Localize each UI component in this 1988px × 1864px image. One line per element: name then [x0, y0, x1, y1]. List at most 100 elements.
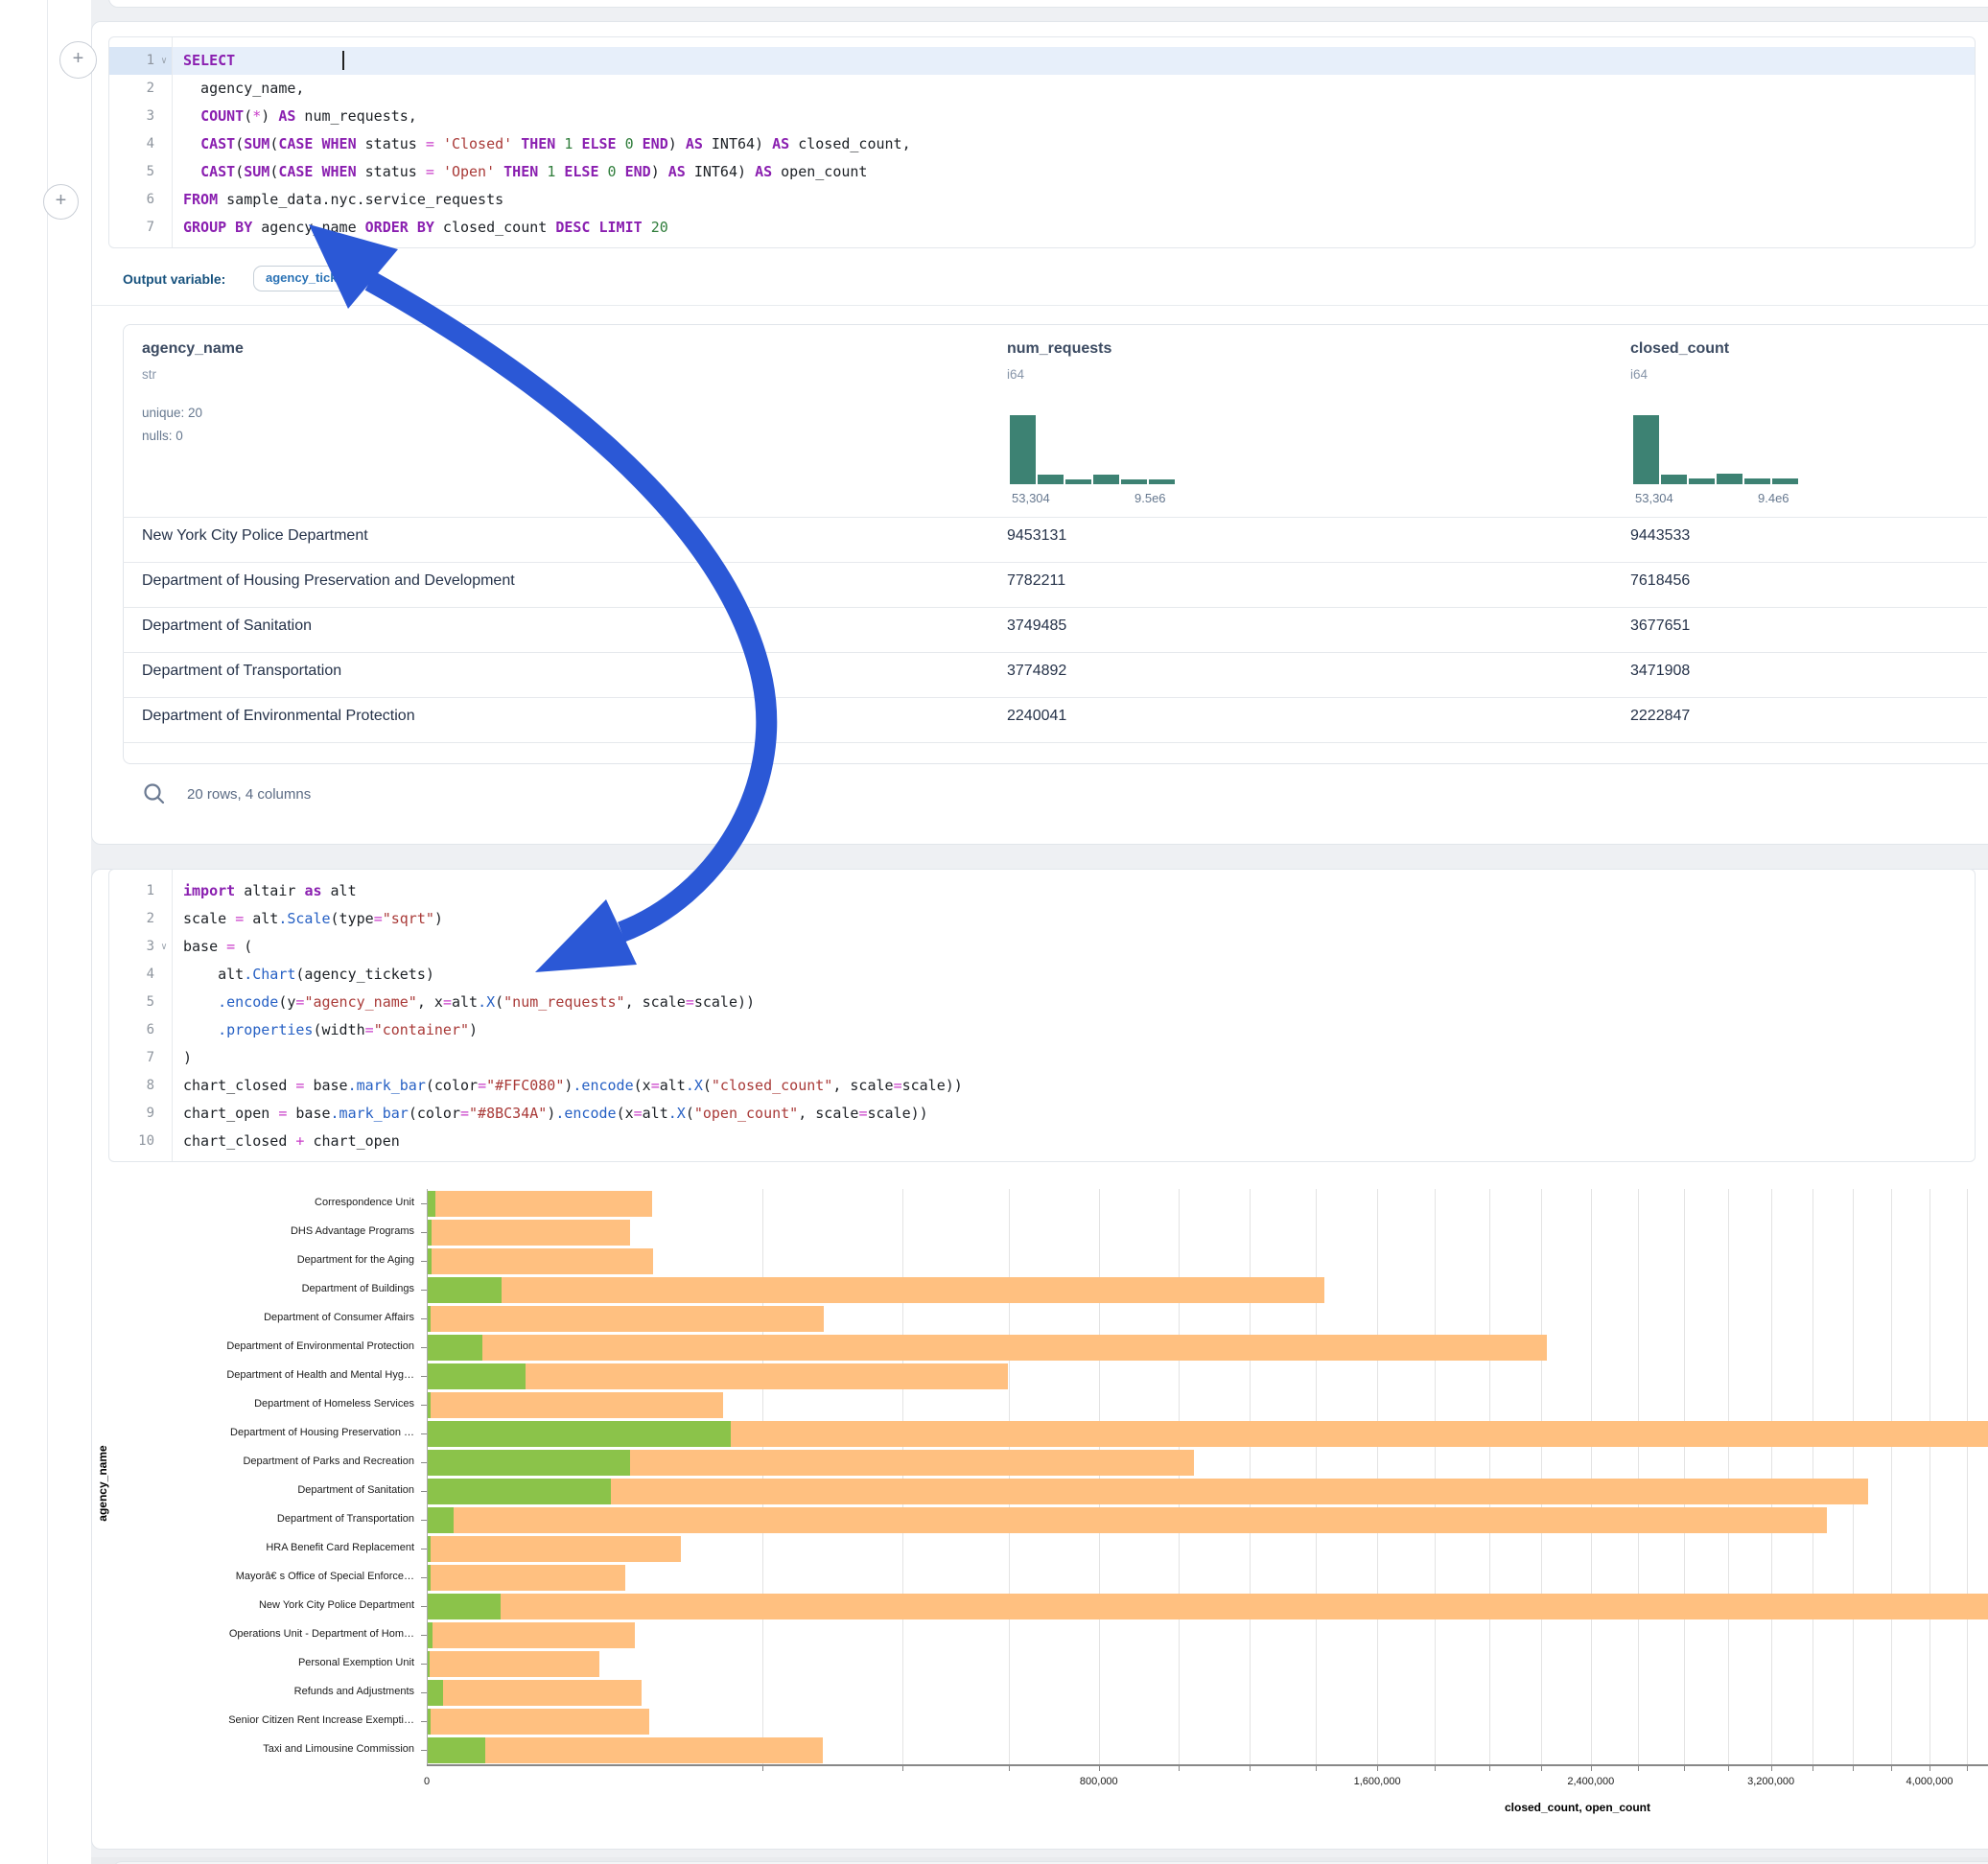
x-axis-label: 2,400,000: [1567, 1776, 1615, 1787]
bar-closed_count: [427, 1506, 1827, 1533]
y-tick: [421, 1520, 427, 1521]
line-number: 8: [146, 1078, 154, 1093]
x-tick: [1008, 1766, 1010, 1771]
code-line: 7 GROUP BY agency_name ORDER BY closed_co…: [109, 214, 1975, 242]
add-cell-button-top[interactable]: +: [59, 41, 97, 79]
table-cell: Department of Housing Preservation and D…: [142, 572, 515, 589]
gridline: [1250, 1189, 1251, 1764]
output-variable-pill[interactable]: agency_tickets: [253, 266, 353, 291]
bar-open_count: [427, 1679, 443, 1706]
column-header[interactable]: agency_name: [142, 340, 244, 357]
y-tick: [421, 1606, 427, 1607]
bar-open_count: [427, 1593, 501, 1619]
altair-bar-chart: Correspondence Unit DHS Advantage Program…: [91, 1162, 1988, 1833]
line-number: 7: [146, 1050, 154, 1065]
y-axis-label: New York City Police Department: [258, 1599, 414, 1611]
bar-open_count: [427, 1449, 630, 1476]
bar-open_count: [427, 1708, 431, 1735]
previous-cell-card-edge: [108, 0, 1988, 8]
line-number: 4: [146, 136, 154, 151]
y-tick: [421, 1376, 427, 1377]
table-cell: Department of Environmental Protection: [142, 708, 415, 724]
search-icon[interactable]: [142, 781, 167, 806]
gridline: [1638, 1189, 1640, 1764]
y-axis-line: [427, 1189, 428, 1764]
y-tick: [421, 1232, 427, 1233]
gridline: [1435, 1189, 1437, 1764]
y-tick: [421, 1318, 427, 1319]
fold-chevron-icon[interactable]: ∨: [160, 942, 168, 952]
bar-closed_count: [427, 1334, 1548, 1361]
y-axis-label: HRA Benefit Card Replacement: [266, 1542, 414, 1553]
x-tick: [1684, 1766, 1685, 1771]
table-preview: agency_name str unique: 20 nulls: 0 num_requ…: [123, 324, 1987, 764]
y-tick: [421, 1405, 427, 1406]
y-tick: [421, 1347, 427, 1348]
code-line: 2 agency_name,: [109, 75, 1975, 103]
x-tick: [1250, 1766, 1251, 1771]
gridline: [1770, 1189, 1772, 1764]
x-tick: [1852, 1766, 1854, 1771]
python-code-editor[interactable]: 1 import altair as alt 2 scale = alt.Scale(…: [108, 869, 1976, 1162]
column-stat: unique: 20: [142, 406, 203, 420]
gridline: [901, 1189, 903, 1764]
y-tick: [421, 1433, 427, 1434]
x-axis-label: 3,200,000: [1747, 1776, 1795, 1787]
bar-closed_count: [427, 1593, 1988, 1619]
bar-closed_count: [427, 1190, 652, 1217]
bar-open_count: [427, 1247, 433, 1274]
x-tick: [901, 1766, 903, 1771]
code-text: scale = alt.Scale(type="sqrt"): [183, 910, 443, 927]
column-header[interactable]: num_requests: [1007, 340, 1112, 357]
y-axis-label: Department of Homeless Services: [254, 1398, 414, 1410]
fold-chevron-icon[interactable]: ∨: [160, 56, 168, 66]
y-tick: [421, 1462, 427, 1463]
bar-closed_count: [427, 1305, 824, 1332]
column-type: i64: [1007, 367, 1025, 382]
next-cell-gap: [91, 1857, 1988, 1864]
gridline: [1966, 1189, 1968, 1764]
table-cell: 3471908: [1630, 663, 1691, 679]
table-cell: 2240041: [1007, 708, 1067, 724]
x-axis-label: 1,600,000: [1353, 1776, 1401, 1787]
x-tick: [1316, 1766, 1317, 1771]
bar-closed_count: [427, 1478, 1868, 1504]
gridline: [1377, 1189, 1379, 1764]
bar-closed_count: [427, 1708, 650, 1735]
row-divider: [123, 652, 1987, 653]
add-cell-button-middle[interactable]: +: [43, 184, 79, 220]
sql-code-editor[interactable]: 1 ∨ SELECT 2 agency_name, 3 COUNT(*) AS num…: [108, 36, 1976, 248]
line-number: 2: [146, 81, 154, 96]
x-axis-label: 800,000: [1079, 1776, 1118, 1787]
histogram-max-label: 9.5e6: [1134, 491, 1166, 505]
gridline: [1489, 1189, 1490, 1764]
bar-closed_count: [427, 1247, 654, 1274]
bar-closed_count: [427, 1564, 626, 1591]
x-tick: [1770, 1766, 1772, 1771]
gridline: [1008, 1189, 1010, 1764]
gridline: [1891, 1189, 1893, 1764]
bar-closed_count: [427, 1391, 723, 1418]
column-type: i64: [1630, 367, 1649, 382]
gridline: [1590, 1189, 1592, 1764]
gridline: [762, 1189, 764, 1764]
code-text: alt.Chart(agency_tickets): [183, 966, 434, 983]
histogram-bar: [1038, 475, 1064, 484]
code-text: import altair as alt: [183, 882, 357, 899]
row-divider: [123, 607, 1987, 608]
code-text: agency_name,: [183, 80, 305, 97]
column-header[interactable]: closed_count: [1630, 340, 1730, 357]
row-divider: [123, 697, 1987, 698]
histogram-min-label: 53,304: [1635, 491, 1673, 505]
y-axis-label: Department of Transportation: [276, 1513, 414, 1525]
bar-open_count: [427, 1363, 526, 1389]
y-axis-label: Department of Sanitation: [297, 1484, 414, 1496]
table-cell: 3749485: [1007, 617, 1067, 634]
gridline: [1728, 1189, 1730, 1764]
code-line: 4 alt.Chart(agency_tickets): [109, 961, 1975, 989]
x-tick: [1590, 1766, 1592, 1771]
bar-open_count: [427, 1736, 486, 1763]
column-stat: nulls: 0: [142, 429, 183, 443]
bar-closed_count: [427, 1621, 636, 1648]
